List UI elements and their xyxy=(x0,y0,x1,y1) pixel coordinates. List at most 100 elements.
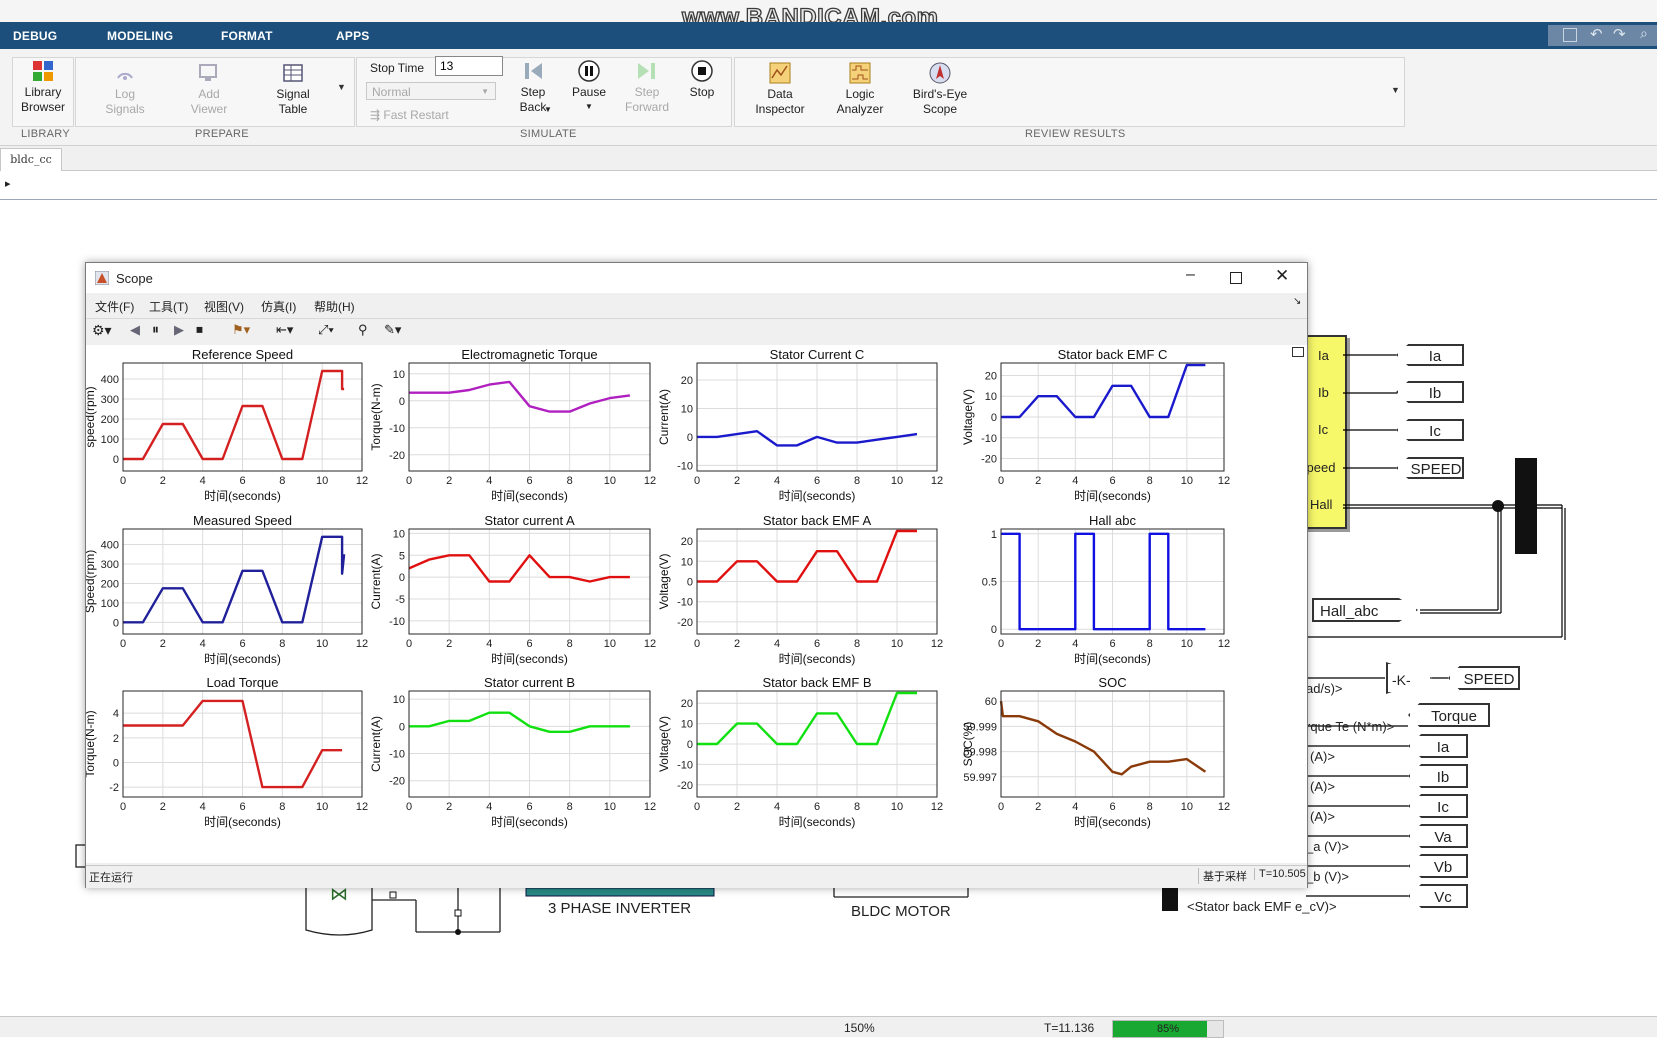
signal-label-vb: _b (V)> xyxy=(1306,869,1349,884)
maximize-icon[interactable] xyxy=(1230,272,1242,284)
tab-modeling[interactable]: MODELING xyxy=(107,29,174,43)
log-signals-button[interactable]: Log Signals xyxy=(98,62,152,117)
scope-statusbar xyxy=(86,865,1307,888)
add-viewer-icon xyxy=(199,64,217,81)
goto-tag-speed-2[interactable]: SPEED xyxy=(1448,666,1520,690)
menu-tools[interactable]: 工具(T) xyxy=(149,300,189,314)
x-tick-label: 4 xyxy=(774,475,780,487)
x-tick-label: 8 xyxy=(854,475,860,487)
goto-tag-speed[interactable]: SPEED xyxy=(1396,457,1464,479)
zoom-tb-icon[interactable]: ⤢▾ xyxy=(318,322,334,337)
plot-title: Load Torque xyxy=(206,675,278,690)
step-forward-button[interactable]: Step Forward xyxy=(622,60,672,115)
x-tick-label: 12 xyxy=(356,475,368,487)
goto-tag-ic[interactable]: Ic xyxy=(1396,419,1464,441)
y-axis-label: Torque(N-m) xyxy=(86,710,97,777)
y-tick-label: 0 xyxy=(687,739,693,751)
y-tick-label: 10 xyxy=(681,556,693,568)
ribbon-tab-bar: DEBUG MODELING FORMAT APPS ↶ ↷ ⌕ xyxy=(0,22,1657,49)
x-tick-label: 10 xyxy=(1181,638,1193,650)
undo-icon[interactable]: ↶ xyxy=(1590,26,1603,43)
goto-tag-torque[interactable]: Torque xyxy=(1408,703,1490,727)
add-viewer-button[interactable]: Add Viewer xyxy=(182,62,236,117)
redo-icon[interactable]: ↷ xyxy=(1613,26,1626,43)
x-tick-label: 2 xyxy=(1035,475,1041,487)
logic-analyzer-button[interactable]: Logic Analyzer xyxy=(832,62,888,117)
x-axis-label: 时间(seconds) xyxy=(491,489,568,503)
step-forward-tb-icon[interactable]: ▶ xyxy=(174,322,184,337)
library-browser-button[interactable]: Library Browser xyxy=(14,60,72,115)
data-inspector-button[interactable]: Data Inspector xyxy=(752,62,808,117)
pause-button[interactable]: Pause ▼ xyxy=(568,60,610,114)
goto-tag-va[interactable]: Va xyxy=(1408,824,1468,848)
y-tick-label: 20 xyxy=(681,375,693,387)
quick-access-toolbar xyxy=(1548,25,1657,46)
goto-tag-ib-2[interactable]: Ib xyxy=(1408,764,1468,788)
menu-view[interactable]: 视图(V) xyxy=(204,300,244,314)
menu-simulation[interactable]: 仿真(I) xyxy=(261,300,297,314)
goto-tag-hall-abc[interactable]: Hall_abc xyxy=(1312,598,1418,622)
status-bar xyxy=(0,1016,1657,1037)
stop-button[interactable]: Stop xyxy=(682,60,722,100)
pause-tb-icon[interactable]: ⏸ xyxy=(152,321,159,337)
y-tick-label: 100 xyxy=(101,598,119,610)
signal-table-button[interactable]: Signal Table xyxy=(266,62,320,117)
goto-tag-ib[interactable]: Ib xyxy=(1396,381,1464,403)
x-tick-label: 10 xyxy=(1181,801,1193,813)
minimize-icon[interactable]: – xyxy=(1186,266,1195,283)
x-tick-label: 8 xyxy=(567,475,573,487)
goto-tag-ia[interactable]: Ia xyxy=(1396,344,1464,366)
goto-tag-ia-2[interactable]: Ia xyxy=(1408,734,1468,758)
step-back-tb-icon[interactable]: ◀ xyxy=(130,322,140,337)
signal-label-ib: (A)> xyxy=(1310,779,1335,794)
triggers-tb-icon[interactable]: ⇤▾ xyxy=(276,322,294,337)
x-axis-label: 时间(seconds) xyxy=(779,815,856,829)
x-tick-label: 12 xyxy=(931,638,943,650)
axes-frame xyxy=(1000,690,1225,798)
y-tick-label: 10 xyxy=(393,528,405,540)
y-tick-label: 0 xyxy=(113,757,119,769)
goto-tag-ic-2[interactable]: Ic xyxy=(1408,794,1468,818)
ribbon-more-chevron-icon[interactable]: ▼ xyxy=(1391,85,1400,95)
settings-icon[interactable]: ⚙▾ xyxy=(92,322,112,338)
simulation-mode-select[interactable]: Normal ▼ xyxy=(366,82,496,100)
y-tick-label: 20 xyxy=(681,536,693,548)
plot-title: Stator back EMF A xyxy=(763,513,872,528)
x-tick-label: 2 xyxy=(160,638,166,650)
style-tb-icon[interactable]: ✎▾ xyxy=(384,322,402,337)
undock-icon[interactable]: ↘ xyxy=(1293,296,1302,307)
search-icon[interactable]: ⌕ xyxy=(1640,25,1648,41)
y-tick-label: 0 xyxy=(113,454,119,466)
fast-restart-toggle[interactable]: ⇶ Fast Restart xyxy=(370,108,449,122)
status-running: 正在运行 xyxy=(89,872,133,884)
plot-layout-icon[interactable] xyxy=(1292,347,1304,357)
x-tick-label: 8 xyxy=(279,475,285,487)
scope-menubar xyxy=(86,293,1307,315)
highlight-tb-icon[interactable]: ⚑▾ xyxy=(232,322,251,337)
model-tab[interactable]: bldc_cc xyxy=(0,148,62,171)
expand-arrow-icon[interactable]: ▸ xyxy=(5,178,11,190)
close-icon[interactable]: ✕ xyxy=(1275,266,1290,285)
tab-debug[interactable]: DEBUG xyxy=(13,29,58,43)
tab-apps[interactable]: APPS xyxy=(336,29,370,43)
data-inspector-icon xyxy=(769,62,791,84)
stop-time-input[interactable] xyxy=(435,56,503,76)
plot-title: Stator back EMF B xyxy=(762,675,871,690)
step-back-label: Step Back xyxy=(519,85,547,114)
save-icon[interactable] xyxy=(1563,28,1577,42)
birds-eye-scope-button[interactable]: Bird's-Eye Scope xyxy=(912,62,968,117)
prepare-more-chevron-icon[interactable]: ▼ xyxy=(337,82,346,92)
cursor-tb-icon[interactable]: ⚲ xyxy=(358,322,368,337)
step-back-button[interactable]: Step Back ▼ xyxy=(513,60,553,115)
sim-time: T=11.136 xyxy=(1044,1021,1095,1035)
x-tick-label: 4 xyxy=(486,475,492,487)
goto-tag-vb[interactable]: Vb xyxy=(1408,854,1468,878)
menu-file[interactable]: 文件(F) xyxy=(95,300,135,314)
stop-tb-icon[interactable]: ⏹ xyxy=(196,321,203,337)
menu-help[interactable]: 帮助(H) xyxy=(314,300,355,314)
tab-format[interactable]: FORMAT xyxy=(221,29,273,43)
x-tick-label: 6 xyxy=(239,801,245,813)
goto-tag-vc[interactable]: Vc xyxy=(1408,884,1468,908)
